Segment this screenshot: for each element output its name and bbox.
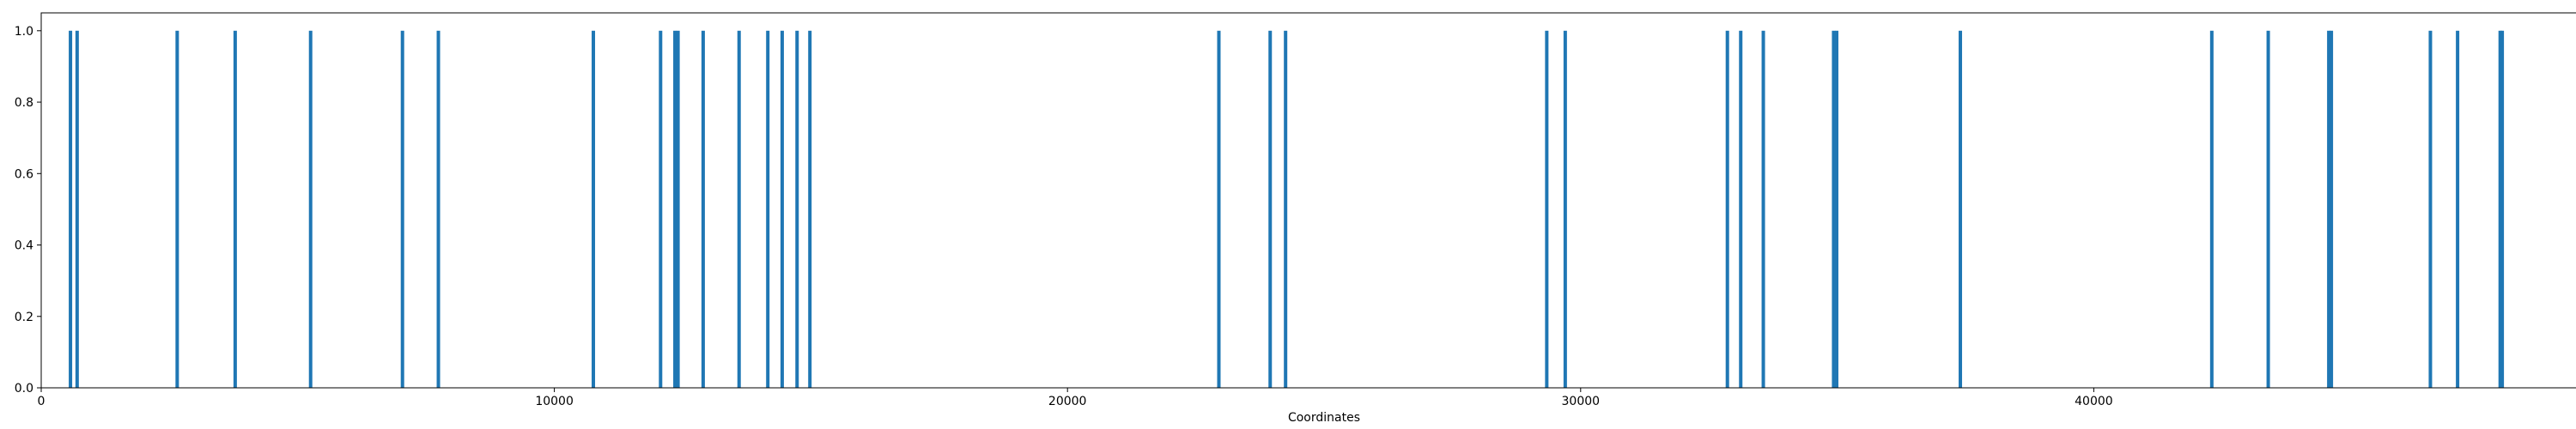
bar: [308, 30, 313, 389]
y-axis-ticks: 0.0 0.2 0.4 0.6 0.8 1.0: [15, 25, 41, 396]
bar: [1835, 30, 1838, 389]
bar: [2428, 30, 2433, 389]
bar: [233, 30, 237, 389]
bar: [2327, 30, 2331, 389]
bar: [1268, 30, 1273, 389]
y-tick-label: 0.6: [15, 167, 33, 181]
x-tick-label: 10000: [535, 395, 574, 408]
y-tick-label: 0.2: [15, 311, 33, 324]
bar: [1545, 30, 1549, 389]
bar: [701, 30, 705, 389]
plot-frame: [40, 12, 2576, 389]
bar: [2500, 30, 2505, 389]
bar: [69, 30, 73, 389]
x-tick-label: 30000: [1562, 395, 1601, 408]
plot-background: [41, 13, 2576, 388]
bar: [175, 30, 179, 389]
x-tick-label: 0: [38, 395, 46, 408]
bar: [795, 30, 799, 389]
bar: [1725, 30, 1729, 389]
x-tick-label: 20000: [1048, 395, 1087, 408]
bar: [1739, 30, 1743, 389]
bar: [737, 30, 741, 389]
x-axis-ticks: 01000020000300004000050000: [38, 388, 2113, 408]
bar: [659, 30, 663, 389]
y-tick-label: 0.8: [15, 96, 33, 110]
bar: [1959, 30, 1963, 389]
bar: [2266, 30, 2270, 389]
bar: [780, 30, 784, 389]
bar: [2209, 30, 2214, 389]
bar: [436, 30, 440, 389]
bars-group: [69, 30, 2505, 389]
bar: [808, 30, 812, 389]
bar: [673, 30, 677, 389]
bar: [1284, 30, 1288, 389]
bar: [766, 30, 770, 389]
bar: [2330, 30, 2334, 389]
bar: [1832, 30, 1836, 389]
bar: [75, 30, 79, 389]
bar: [400, 30, 404, 389]
y-tick-label: 1.0: [15, 25, 33, 39]
bar: [2498, 30, 2502, 389]
bar: [676, 30, 680, 389]
bar: [1761, 30, 1765, 389]
bar: [1563, 30, 1567, 389]
y-tick-label: 0.4: [15, 239, 33, 253]
x-axis-label: Coordinates: [1288, 411, 1360, 425]
bar: [1217, 30, 1221, 389]
y-tick-label: 0.0: [15, 382, 33, 396]
x-tick-label: 40000: [2075, 395, 2113, 408]
bar: [592, 30, 596, 389]
bar: [2456, 30, 2460, 389]
